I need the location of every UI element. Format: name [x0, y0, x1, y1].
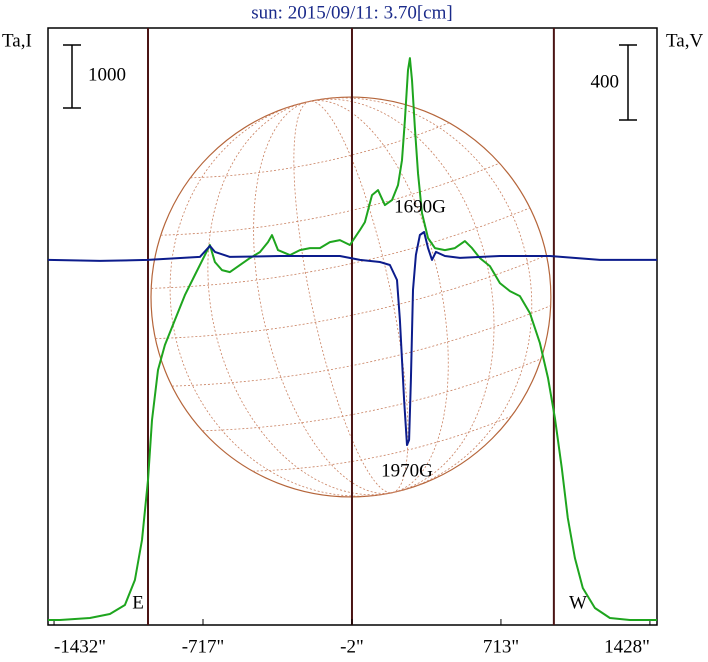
parallel: [190, 122, 450, 179]
annotation: 1970G: [381, 460, 433, 481]
scale-bar-label: 400: [591, 71, 620, 92]
parallel: [155, 255, 547, 339]
annotation: W: [569, 592, 587, 613]
parallel: [202, 358, 542, 432]
parallel: [160, 162, 500, 236]
meridian: [207, 98, 495, 496]
x-tick-label: -717": [182, 636, 225, 657]
parallel: [252, 415, 512, 472]
x-tick-label: 713": [483, 636, 519, 657]
meridian: [169, 97, 533, 497]
series-line: [47, 231, 657, 446]
scale-bar: [619, 44, 637, 121]
y2-axis-label: Ta,V: [666, 30, 703, 51]
x-tick-label: -2": [340, 636, 364, 657]
y-axis-label: Ta,I: [2, 30, 32, 51]
annotation: 1690G: [394, 196, 446, 217]
chart-title: sun: 2015/09/11: 3.70[cm]: [251, 2, 452, 23]
scale-bar: [63, 44, 81, 109]
x-tick-label: -1432": [54, 636, 106, 657]
graticule: [151, 97, 551, 497]
parallel: [171, 305, 551, 387]
x-tick-label: 1428": [604, 636, 650, 657]
globe: [150, 96, 552, 498]
parallel: [151, 207, 531, 289]
meridian: [253, 100, 449, 494]
scale-bar-label: 1000: [88, 64, 126, 85]
solar-disc: [150, 96, 552, 498]
annotation: E: [132, 592, 144, 613]
series-line: [48, 57, 657, 621]
